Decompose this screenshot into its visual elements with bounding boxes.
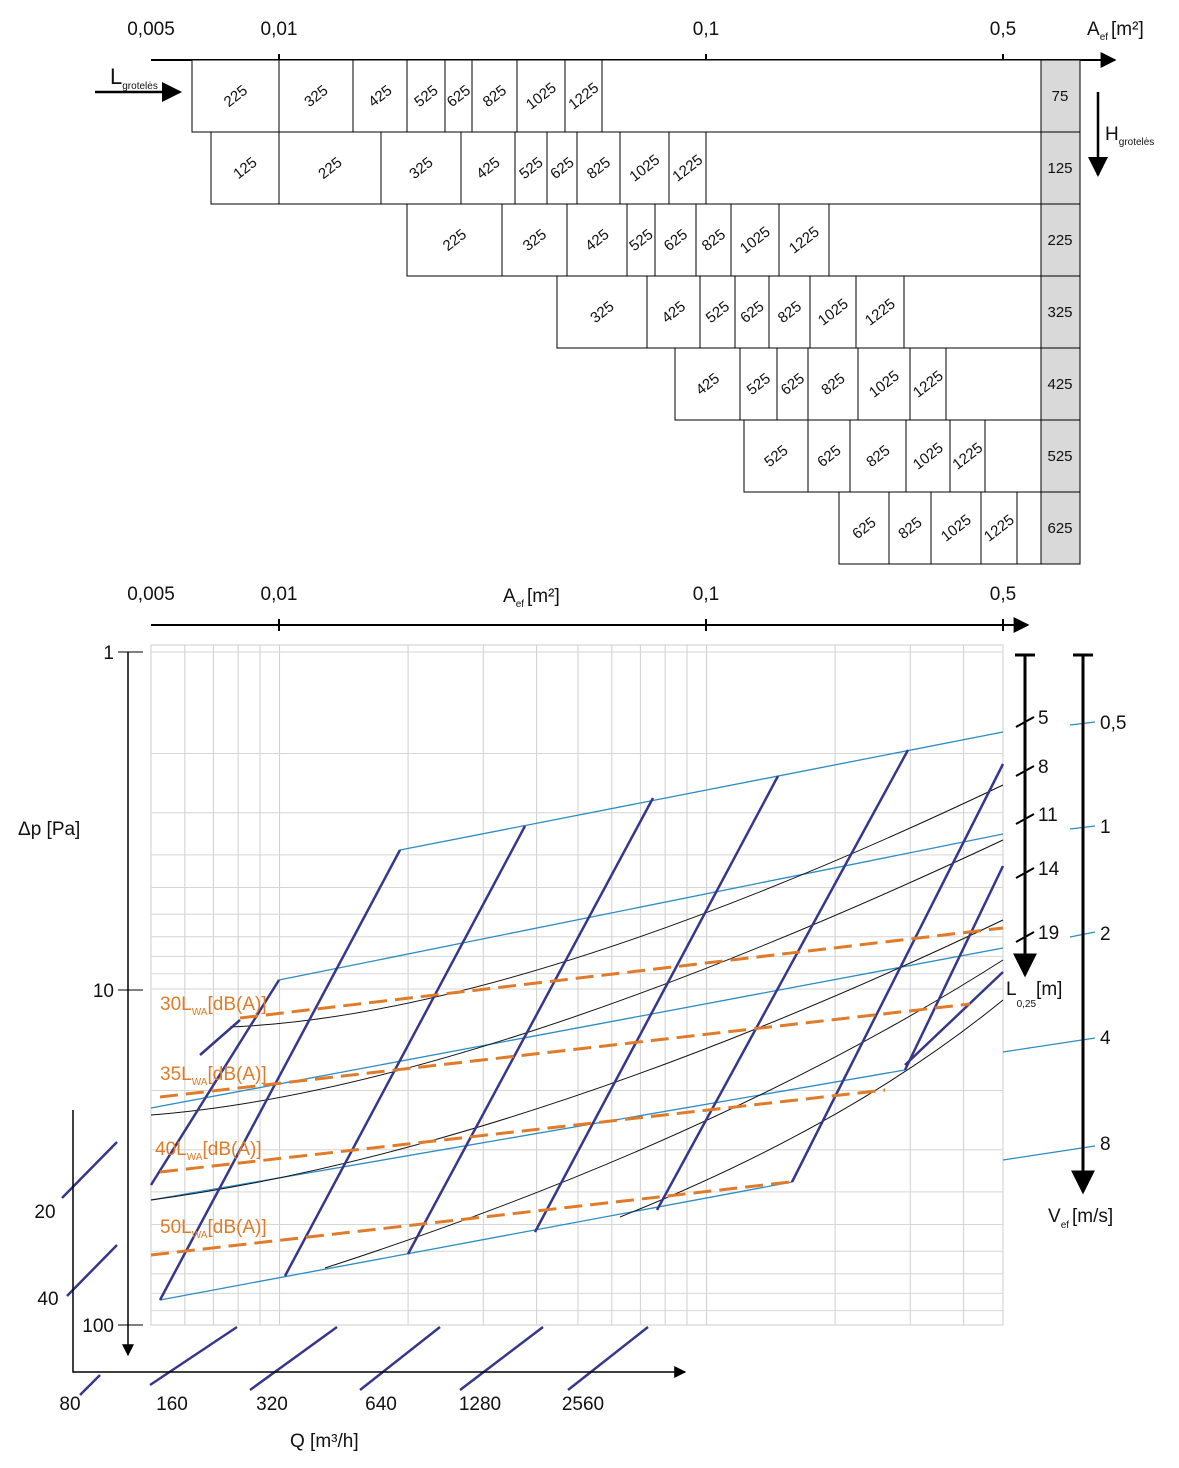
sound-symbol: L: [181, 1064, 192, 1085]
sound-level: 30: [160, 994, 181, 1015]
height-cell: [1040, 59, 1081, 133]
throw-tick-label: 14: [1038, 859, 1060, 880]
throw-axis-label: L0,25[m]: [1006, 979, 1062, 1010]
plot-area: [150, 644, 1004, 1326]
tick: [1015, 931, 1035, 943]
height-value: 525: [1047, 448, 1072, 465]
sound-label: 30LWA[dB(A)]: [160, 994, 267, 1018]
x-tick-label: 0,1: [693, 19, 719, 40]
sound-level: 50: [160, 1217, 181, 1238]
height-cell: [1040, 347, 1081, 421]
x-tick-label: 0,5: [990, 584, 1016, 605]
height-value: 625: [1047, 520, 1072, 537]
height-value: 425: [1047, 376, 1072, 393]
length-label: Lgrotelės: [110, 64, 158, 92]
height-value: 125: [1047, 160, 1072, 177]
throw-tick-label: 19: [1038, 923, 1059, 944]
velocity-tick-label: 2: [1100, 924, 1111, 945]
flow-tick-label: 2560: [562, 1394, 604, 1415]
sound-sub: WA: [192, 1007, 208, 1018]
sound-unit: [dB(A)]: [207, 994, 266, 1015]
throw-tick-label: 8: [1038, 757, 1049, 778]
sound-sub: WA: [187, 1152, 203, 1163]
height-value: 325: [1047, 304, 1072, 321]
sound-label: 50LWA[dB(A)]: [160, 1217, 267, 1241]
table-row: [743, 419, 1042, 493]
table-row: [838, 491, 1042, 565]
grid: [150, 644, 1004, 1326]
area-axis-label: Aef [m²]: [503, 586, 560, 610]
chart-lines: [61, 721, 1096, 1396]
sound-level: 35: [160, 1064, 181, 1085]
x-tick-label: 0,005: [127, 584, 175, 605]
flow-tick-label: 640: [365, 1394, 397, 1415]
sound-symbol: L: [176, 1139, 187, 1160]
velocity-tick-label: 8: [1100, 1134, 1111, 1155]
velocity-tick-label: 4: [1100, 1028, 1111, 1049]
velocity-tick-label: 0,5: [1100, 713, 1126, 734]
sound-symbol: L: [181, 994, 192, 1015]
tick: [1015, 716, 1035, 728]
sound-unit: [dB(A)]: [207, 1064, 266, 1085]
x-tick-label: 0,01: [261, 584, 298, 605]
height-cell: [1040, 275, 1081, 349]
throw-tick-label: 5: [1038, 708, 1049, 729]
tick: [1015, 765, 1035, 777]
side-tick-label: 20: [34, 1202, 55, 1223]
tick: [1015, 813, 1035, 825]
area-axis-label: Aef [m²]: [1087, 19, 1144, 43]
y-tick-label: 100: [82, 1316, 114, 1337]
sound-label: 35LWA[dB(A)]: [160, 1064, 267, 1088]
sound-unit: [dB(A)]: [207, 1217, 266, 1238]
flow-tick-label: 80: [59, 1394, 80, 1415]
y-tick-label: 1: [103, 643, 114, 664]
tick: [1015, 867, 1035, 879]
flow-tick-label: 320: [256, 1394, 288, 1415]
height-value: 75: [1052, 88, 1069, 105]
sound-unit: [dB(A)]: [202, 1139, 261, 1160]
side-tick-label: 40: [37, 1289, 58, 1310]
velocity-tick-label: 1: [1100, 817, 1111, 838]
sound-level: 40: [155, 1139, 176, 1160]
height-label: Hgrotelės: [1105, 124, 1154, 148]
sound-sub: WA: [192, 1230, 208, 1241]
height-cell: [1040, 203, 1081, 277]
x-tick-label: 0,005: [127, 19, 175, 40]
x-tick-label: 0,01: [261, 19, 298, 40]
sound-sub: WA: [192, 1077, 208, 1088]
height-cell: [1040, 419, 1081, 493]
flow-tick-label: 1280: [459, 1394, 501, 1415]
sound-label: 40LWA[dB(A)]: [155, 1139, 262, 1163]
height-cell: [1040, 491, 1081, 565]
x-tick-label: 0,5: [990, 19, 1016, 40]
throw-tick-label: 11: [1038, 805, 1058, 826]
y-tick-label: 10: [93, 981, 114, 1002]
flow-tick-label: 160: [156, 1394, 188, 1415]
table-row: [406, 203, 1042, 277]
table-row: [556, 275, 1042, 349]
pressure-axis-label: Δp [Pa]: [18, 819, 80, 840]
x-tick-label: 0,1: [693, 584, 719, 605]
table-row: [191, 59, 1042, 133]
velocity-axis-label: Vef [m/s]: [1048, 1206, 1113, 1231]
flow-axis-label: Q [m³/h]: [290, 1431, 359, 1452]
sound-symbol: L: [181, 1217, 192, 1238]
height-value: 225: [1047, 232, 1072, 249]
